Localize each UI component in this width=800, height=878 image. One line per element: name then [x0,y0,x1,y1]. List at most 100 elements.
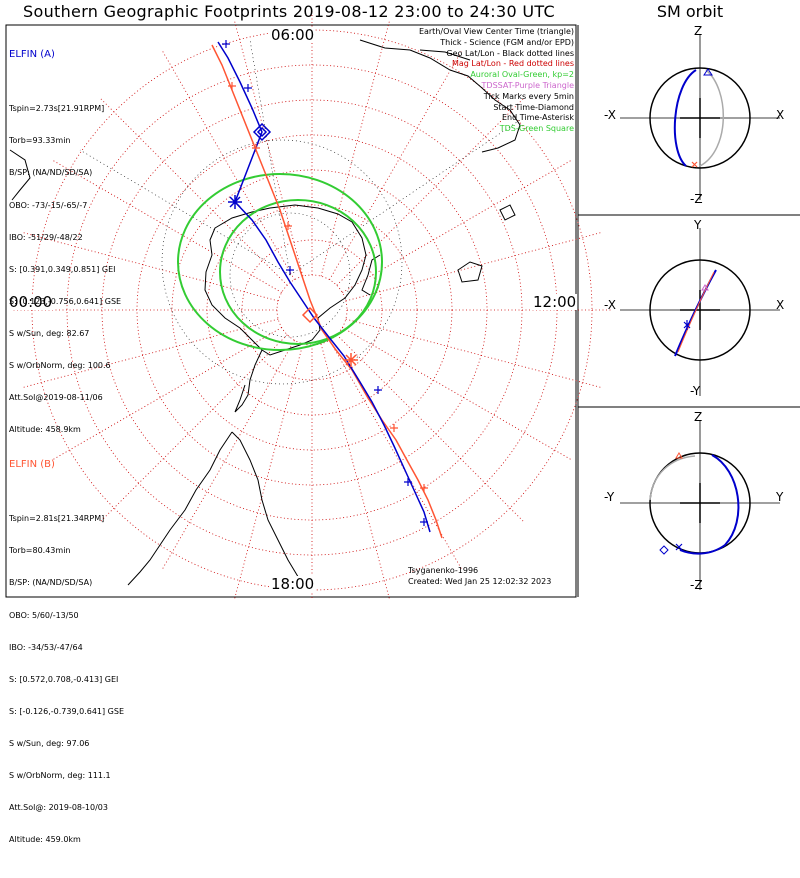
sm1-left-label: -X [604,108,616,122]
sm1-right-label: X [776,108,785,122]
sm2-left-label: -X [604,298,616,312]
mag-lon-line [51,159,282,293]
legend-item: TDS-Green Square [499,124,574,134]
south-america-coastline [127,431,301,586]
mag-lon-line [342,327,573,461]
elfin-a-end-asterisk [228,195,242,209]
model-name: Tsyganenko-1996 [408,566,479,575]
elfin-b-start-diamond [301,306,319,324]
elfin-b-track [211,44,443,539]
elfin-b-line: Altitude: 459.0km [9,835,81,845]
auroral-oval-outer [177,173,383,351]
clock-label-right: 12:00 [532,293,578,311]
sm-orbit-title: SM orbit [656,2,724,21]
elfin-b-lines: Tspin=2.81s[21.34RPM] Torb=80.43min B/SP… [9,493,124,868]
clock-label-top: 06:00 [270,26,316,44]
mag-lon-line [233,343,304,600]
polar-map [9,10,612,600]
mag-lon-line [336,334,525,523]
auroral-ovals [177,173,383,351]
elfin-a-ticks [222,40,428,526]
elfin-a-line: B/SP: (NA/ND/SD/SA) [9,168,93,178]
mag-lon-line [99,334,288,523]
elfin-a-header: ELFIN (A) [9,49,55,61]
elfin-a-line: S: [0.391,0.349,0.851] GEI [9,264,116,274]
sm-panel-xy [620,228,780,396]
sm1-top-label: Z [694,24,703,38]
legend-item: End Time-Asterisk [501,113,574,123]
elfin-b-line: S w/Sun, deg: 97.06 [9,738,90,748]
legend: Earth/Oval View Center Time (triangle) Th… [419,27,574,135]
legend-item: TDSSAT-Purple Triangle [481,80,574,90]
peninsula-coastline [234,349,263,413]
mag-lon-line [161,49,295,280]
auroral-oval-inner [219,199,377,345]
mag-lon-line [51,327,282,461]
sm-a-orbit-yz [679,454,740,555]
elfin-a-line: Tspin=2.73s[21.91RPM] [9,104,105,114]
elfin-a-start-diamond [252,122,272,142]
elfin-b-line: IBO: -34/53/-47/64 [9,642,83,652]
elfin-b-header: ELFIN (B) [9,459,55,471]
elfin-a-info: ELFIN (A) Tspin=2.73s[21.91RPM] Torb=93.… [9,28,121,468]
sm2-right-label: X [776,298,785,312]
legend-item: Mag Lat/Lon - Red dotted lines [451,59,574,69]
sm3-bottom-label: -Z [690,578,703,592]
elfin-a-line: S w/OrbNorm, deg: 100.6 [9,361,111,371]
credit: Tsyganenko-1996 Created: Wed Jan 25 12:0… [408,565,551,587]
clock-label-bottom: 18:00 [270,575,316,593]
legend-item: Geo Lat/Lon - Black dotted lines [446,48,574,58]
sm3-right-label: Y [776,490,784,504]
sm-b-orbit-yz [649,455,696,501]
elfin-a-line: Att.Sol@2019-08-11/06 [9,393,103,403]
geo-grid [79,39,521,385]
sm1-bottom-label: -Z [690,192,703,206]
sm-panel-yz [620,420,780,590]
elfin-b-line: S: [0.572,0.708,-0.413] GEI [9,674,119,684]
mag-lon-line [329,49,463,280]
sm-a-orbit-xy [674,269,717,357]
elfin-b-line: Att.Sol@: 2019-08-10/03 [9,803,108,813]
sm-b-orbit-xz [699,69,724,167]
mag-lon-lines [12,10,612,600]
mag-lon-line [99,97,288,286]
mag-lon-line [336,97,525,286]
elfin-b-line: S w/OrbNorm, deg: 111.1 [9,771,111,781]
footprint-map [5,10,800,600]
legend-item: Thick - Science (FGM and/or EPD) [440,37,574,47]
page-title: Southern Geographic Footprints 2019-08-1… [23,2,555,21]
sm2-top-label: Y [694,218,702,232]
elfin-b-line: Torb=80.43min [9,546,71,556]
mag-lon-line [320,20,391,277]
island-coastline [457,204,516,283]
elfin-a-line: IBO: -51/29/-48/22 [9,232,83,242]
elfin-a-line: OBO: -73/-15/-65/-7 [9,200,88,210]
elfin-b-ticks [228,82,428,492]
legend-item: Start Time-Diamond [493,102,574,112]
elfin-a-line: Altitude: 458.9km [9,425,81,435]
elfin-b-line: OBO: 5/60/-13/50 [9,610,79,620]
sm3-top-label: Z [694,410,703,424]
created-timestamp: Created: Wed Jan 25 12:02:32 2023 [408,577,552,586]
elfin-b-info: ELFIN (B) Tspin=2.81s[21.34RPM] Torb=80.… [9,438,124,878]
mag-lon-line [345,318,602,389]
mag-lon-line [22,231,279,302]
sm2-bottom-label: -Y [690,384,701,398]
mag-lon-line [320,343,391,600]
elfin-a-line: Torb=93.33min [9,136,71,146]
australia-coastline [359,39,521,153]
sm3-left-label: -Y [604,490,615,504]
elfin-a-line: S w/Sun, deg: 82.67 [9,328,90,338]
mag-lon-line [22,318,279,389]
clock-label-left: 00:00 [8,293,54,311]
mag-lon-line [342,159,573,293]
sm-panel-xz [620,35,780,200]
elfin-a-lines: Tspin=2.73s[21.91RPM] Torb=93.33min B/SP… [9,83,121,458]
elfin-a-line: S: [0.123,-0.756,0.641] GSE [9,296,122,306]
elfin-b-end-asterisk [344,353,358,367]
sm-a-orbit-xz [673,69,697,167]
elfin-b-line: Tspin=2.81s[21.34RPM] [9,514,105,524]
mag-lon-line [345,231,602,302]
mag-lon-line [329,340,463,571]
elfin-b-line: S: [-0.126,-0.739,0.641] GSE [9,706,124,716]
